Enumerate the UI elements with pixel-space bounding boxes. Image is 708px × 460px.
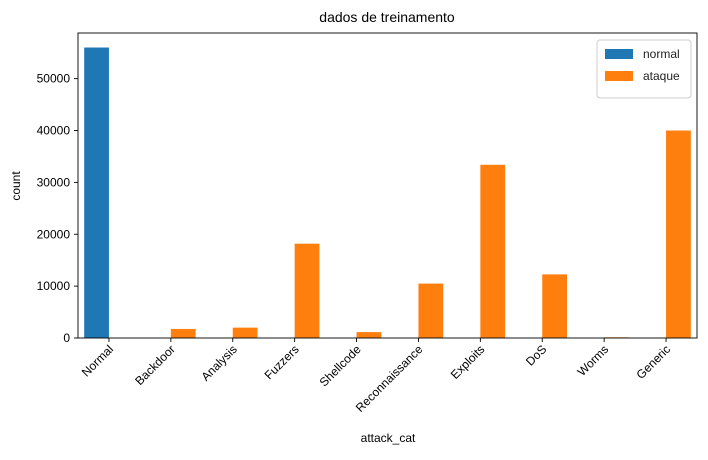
bar-ataque-fuzzers <box>294 243 320 338</box>
bar-ataque-exploits <box>480 164 506 338</box>
bars-group <box>84 47 691 339</box>
x-tick-label: DoS <box>523 342 549 368</box>
y-axis-title: count <box>9 171 23 201</box>
y-tick-label: 30000 <box>37 175 71 189</box>
y-tick-label: 20000 <box>37 227 71 241</box>
legend-swatch-normal <box>605 49 633 59</box>
bar-ataque-backdoor <box>170 328 196 338</box>
y-tick-label: 50000 <box>37 72 71 86</box>
x-tick-label: Generic <box>634 342 674 382</box>
legend-label-ataque: ataque <box>643 69 680 83</box>
x-tick-label: Exploits <box>448 342 488 382</box>
x-tick-label: Normal <box>79 342 116 379</box>
x-tick-label: Analysis <box>198 342 239 383</box>
bar-ataque-shellcode <box>356 332 382 338</box>
bar-normal-normal <box>84 47 109 339</box>
y-tick-label: 40000 <box>37 124 71 138</box>
bar-ataque-generic <box>666 130 691 338</box>
x-tick-label: Fuzzers <box>262 342 302 382</box>
plot-frame <box>77 32 698 339</box>
y-tick-label: 10000 <box>37 279 71 293</box>
x-axis-title: attack_cat <box>361 431 416 445</box>
y-tick-label: 0 <box>63 331 70 345</box>
bar-ataque-reconnaissance <box>418 283 444 338</box>
x-tick-label: Reconnaissance <box>353 342 426 415</box>
bar-ataque-dos <box>542 274 568 338</box>
chart-title: dados de treinamento <box>319 9 455 25</box>
legend: normal ataque <box>596 39 692 99</box>
x-tick-label: Worms <box>575 342 612 379</box>
x-axis: Normal Backdoor Analysis Fuzzers ShellcodeRe… <box>79 338 673 415</box>
legend-swatch-ataque <box>605 71 633 81</box>
x-tick-label: Shellcode <box>317 342 364 389</box>
bar-ataque-analysis <box>232 327 258 338</box>
y-axis: 0 10000 20000 30000 40000 50000 <box>37 72 78 345</box>
x-tick-label: Backdoor <box>132 342 178 388</box>
legend-label-normal: normal <box>643 47 680 61</box>
